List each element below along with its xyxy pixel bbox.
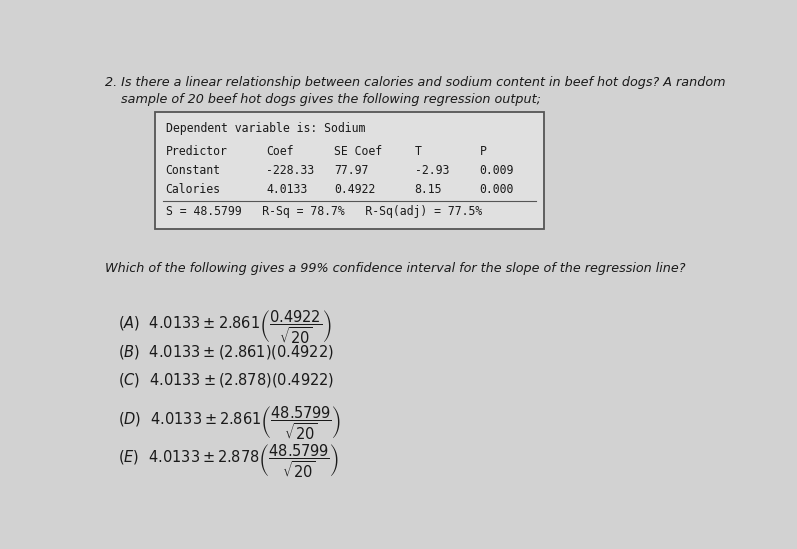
Text: Which of the following gives a 99% confidence interval for the slope of the regr: Which of the following gives a 99% confi… bbox=[104, 262, 685, 276]
Text: SE Coef: SE Coef bbox=[335, 145, 383, 158]
Text: P: P bbox=[480, 145, 486, 158]
Text: Dependent variable is: Sodium: Dependent variable is: Sodium bbox=[166, 122, 365, 135]
Text: 0.000: 0.000 bbox=[480, 183, 514, 197]
Text: 2. Is there a linear relationship between calories and sodium content in beef ho: 2. Is there a linear relationship betwee… bbox=[104, 76, 725, 107]
Text: $(E)\ \ 4.0133 \pm 2.878\left(\dfrac{48.5799}{\sqrt{20}}\right)$: $(E)\ \ 4.0133 \pm 2.878\left(\dfrac{48.… bbox=[118, 443, 340, 480]
Text: Coef: Coef bbox=[266, 145, 294, 158]
Text: 0.009: 0.009 bbox=[480, 164, 514, 177]
Text: Calories: Calories bbox=[166, 183, 221, 197]
Text: -228.33: -228.33 bbox=[266, 164, 315, 177]
Text: S = 48.5799   R-Sq = 78.7%   R-Sq(adj) = 77.5%: S = 48.5799 R-Sq = 78.7% R-Sq(adj) = 77.… bbox=[166, 205, 482, 217]
Text: 77.97: 77.97 bbox=[335, 164, 369, 177]
Text: $(D)\ \ 4.0133 \pm 2.861\left(\dfrac{48.5799}{\sqrt{20}}\right)$: $(D)\ \ 4.0133 \pm 2.861\left(\dfrac{48.… bbox=[118, 405, 341, 442]
Text: $(C)\ \ 4.0133 \pm (2.878)(0.4922)$: $(C)\ \ 4.0133 \pm (2.878)(0.4922)$ bbox=[118, 371, 334, 389]
Text: $(A)\ \ 4.0133 \pm 2.861\left(\dfrac{0.4922}{\sqrt{20}}\right)$: $(A)\ \ 4.0133 \pm 2.861\left(\dfrac{0.4… bbox=[118, 309, 332, 346]
Text: Predictor: Predictor bbox=[166, 145, 228, 158]
Text: 8.15: 8.15 bbox=[414, 183, 442, 197]
Text: -2.93: -2.93 bbox=[414, 164, 449, 177]
Text: Constant: Constant bbox=[166, 164, 221, 177]
Text: 4.0133: 4.0133 bbox=[266, 183, 308, 197]
Text: 0.4922: 0.4922 bbox=[335, 183, 375, 197]
FancyBboxPatch shape bbox=[155, 113, 544, 228]
Text: T: T bbox=[414, 145, 422, 158]
Text: $(B)\ \ 4.0133 \pm (2.861)(0.4922)$: $(B)\ \ 4.0133 \pm (2.861)(0.4922)$ bbox=[118, 343, 334, 361]
